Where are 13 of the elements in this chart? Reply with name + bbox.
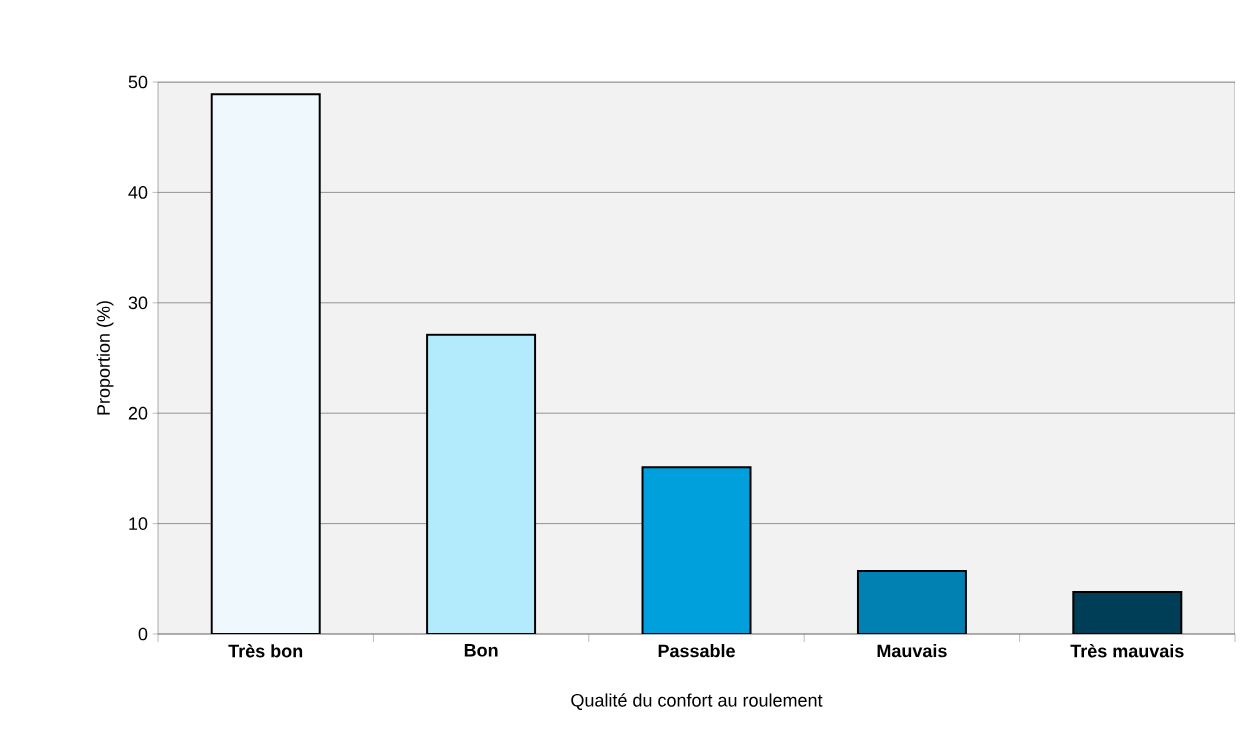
y-tick-label: 30 [128,296,148,310]
x-tick-label: Très bon [228,644,303,658]
y-tick-label: 50 [128,75,148,89]
y-tick-label: 20 [128,406,148,420]
x-tick-label: Bon [464,644,498,657]
y-tick-label: 0 [138,627,148,641]
x-tick-label: Passable [658,644,735,658]
y-tick-label: 10 [129,517,148,530]
y-axis-title: Proportion (%) [96,301,114,415]
x-axis-title: Qualité du confort au roulement [571,693,823,710]
x-tick-label: Mauvais [877,644,947,658]
y-tick-label: 40 [128,186,148,199]
x-tick-label: Très mauvais [1070,644,1184,658]
